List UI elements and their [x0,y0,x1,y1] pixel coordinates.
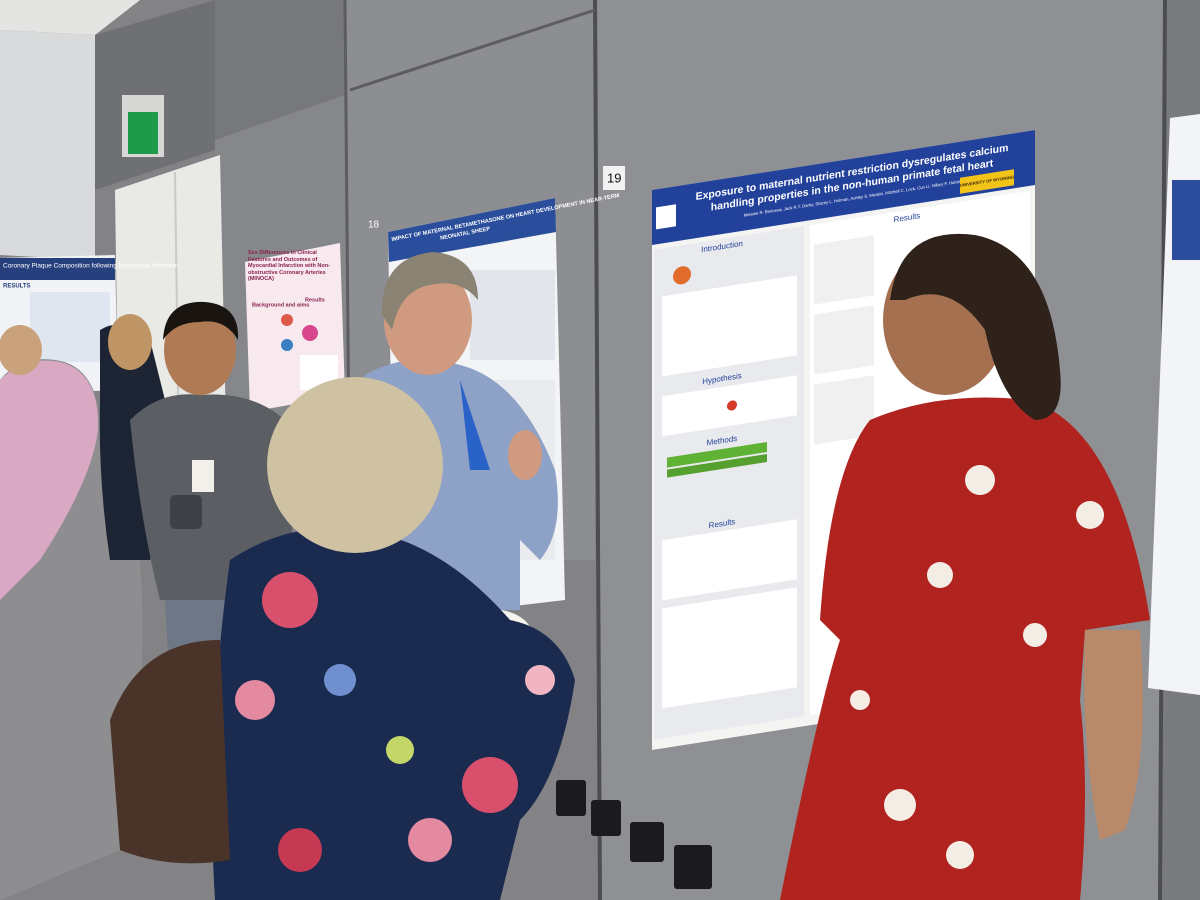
man-head [164,305,236,395]
poster-header [388,198,556,262]
poster-header [0,258,115,280]
flower [946,841,974,869]
handbag [110,640,230,864]
flower [408,818,452,862]
person-head [0,325,42,375]
panel-seam [349,8,596,92]
older-man-hair [381,252,478,330]
poster-section: RESULTS [3,284,31,290]
ceiling [0,0,140,35]
outlet [556,780,586,816]
flower [850,690,870,710]
arm [1084,630,1143,840]
poster-figure [30,292,110,362]
flower [324,664,356,696]
poster-section: Results [305,297,325,303]
person-head [108,314,152,370]
poster-logo [656,204,676,230]
poster-figure [814,235,874,305]
poster-icon [302,325,318,341]
exit-sign-light [128,112,158,154]
outlet [591,800,621,836]
poster-title: Sex Differences in Clinical Features and… [248,250,330,283]
logo-badge [960,169,1014,194]
flower [386,736,414,764]
lanyard [460,380,490,470]
flower [927,562,953,588]
poster-section: Results [894,211,921,224]
flower [462,757,518,813]
board-number-card [603,166,625,190]
poster-figure [662,519,797,601]
poster-icon [727,400,737,411]
board-number: 19 [607,170,621,185]
name-badge [192,460,214,492]
woman-hair [890,233,1061,420]
flower [525,665,555,695]
poster-title-box: Sex Differences in Clinical Features and… [248,250,330,283]
flower [965,465,995,495]
poster-figure [814,305,874,375]
hand [508,430,542,480]
flower [1023,623,1047,647]
red-dress [780,397,1150,900]
panel-seam [593,0,602,900]
poster-figure [662,587,797,709]
poster-section: Results [709,517,736,530]
poster-figure [662,275,797,377]
poster-figure [814,375,874,445]
flower [262,572,318,628]
poster-timeline [667,441,767,468]
outlet [674,845,712,889]
wall-panel [215,0,345,140]
floral-pattern [235,572,555,872]
poster-icon [673,266,691,285]
side-wall [0,30,95,260]
poster-icon [281,314,293,326]
outlet [630,822,664,862]
man-hair [163,301,239,340]
poster-figure [470,270,555,360]
flower [1076,501,1104,529]
flower [278,828,322,872]
poster-title: Coronary Plaque Composition following My… [3,263,179,270]
poster-section: Background and aims [252,302,309,308]
poster-header [1172,180,1200,260]
dress-pattern [850,465,1104,869]
power-outlets [556,780,712,889]
poster-timeline [667,453,767,478]
flower [235,680,275,720]
poster-header [652,130,1035,245]
flower [884,789,916,821]
woman-hair [267,377,443,553]
board-number: 18 [368,220,380,231]
poster-icon [281,339,293,351]
cup [170,495,202,529]
hijab [0,360,99,600]
